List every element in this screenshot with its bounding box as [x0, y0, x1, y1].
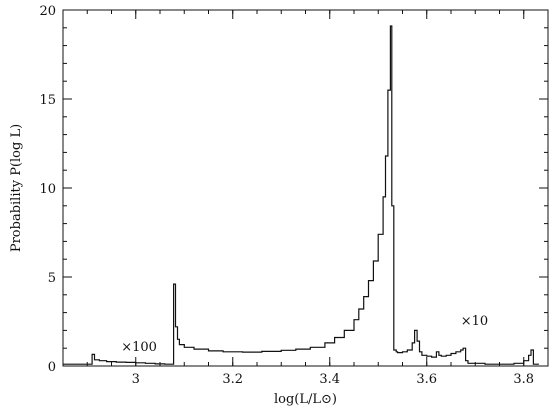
- y-tick-label: 15: [39, 93, 56, 108]
- axes: [62, 9, 549, 367]
- x-tick-label: 3.8: [513, 372, 534, 387]
- x-tick-label: 3.6: [416, 372, 437, 387]
- plot-frame: [62, 9, 549, 367]
- annotation-multiplier: ×10: [461, 314, 488, 329]
- y-axis-label: Probability P(log L): [9, 124, 24, 252]
- x-tick-label: 3.4: [319, 372, 340, 387]
- x-tick-label: 3.2: [222, 372, 243, 387]
- y-tick-label: 5: [48, 271, 56, 286]
- labels: 3 3.2 3.4 3.6 3.8 0 5 10 15 20 log(L/L⊙) Probabilit…: [9, 4, 534, 407]
- y-tick-label: 10: [39, 182, 56, 197]
- x-axis-label: log(L/L⊙): [274, 392, 337, 407]
- series: [63, 25, 539, 365]
- annotation-multiplier: ×100: [121, 340, 157, 355]
- probability-step-line: [63, 25, 539, 365]
- y-tick-label: 20: [39, 4, 56, 19]
- x-tick-label: 3: [132, 372, 140, 387]
- y-tick-label: 0: [48, 360, 56, 375]
